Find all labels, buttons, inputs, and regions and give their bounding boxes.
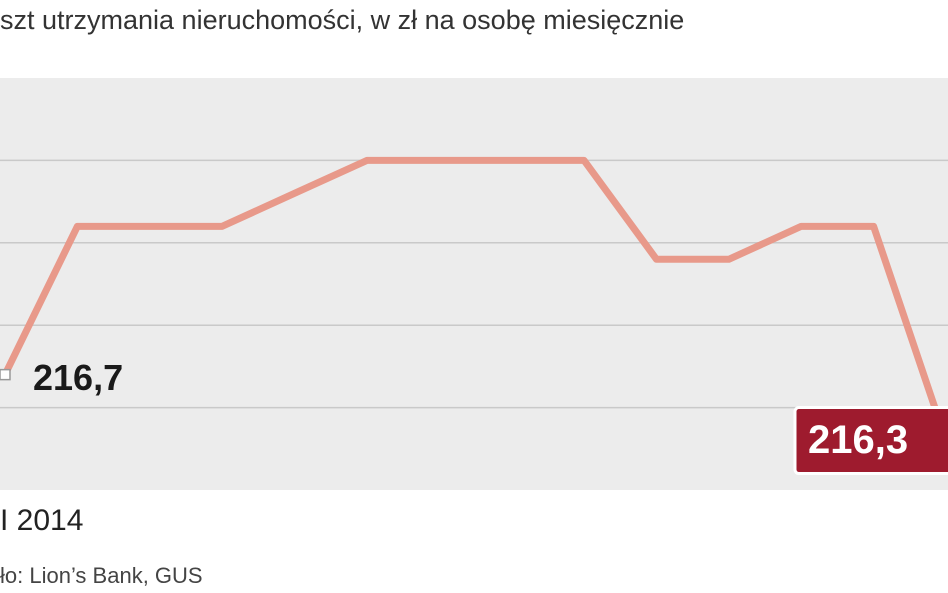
period-label: I 2014 (0, 504, 83, 537)
value-label: 216,7 (33, 357, 123, 398)
value-label: 216,3 (808, 418, 908, 462)
point-marker (0, 368, 11, 381)
value-label-box (793, 406, 948, 476)
source: ło: Lion’s Bank, GUS (0, 563, 203, 588)
chart-title: szt utrzymania nieruchomości, w zł na os… (0, 5, 684, 35)
data-line (1, 156, 948, 442)
plot-background (0, 78, 948, 490)
